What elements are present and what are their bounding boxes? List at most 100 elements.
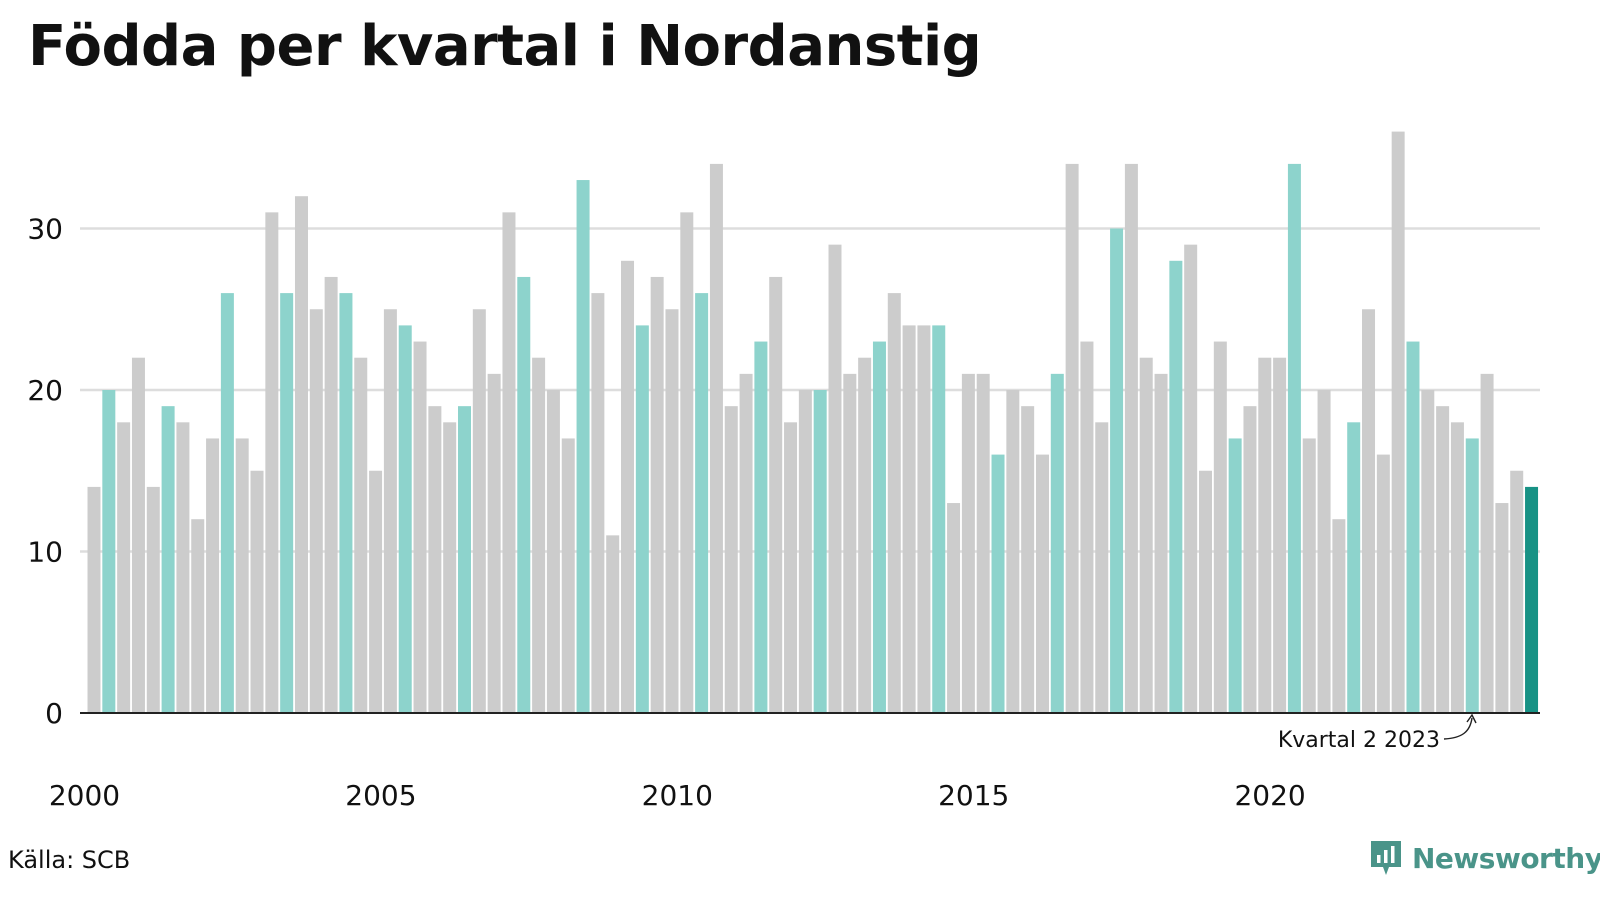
y-tick-label: 0 — [45, 697, 63, 730]
bar — [932, 325, 946, 713]
annotation: Kvartal 2 2023 — [1278, 713, 1477, 753]
bar — [1095, 422, 1109, 713]
bar — [1258, 357, 1272, 713]
bar — [1006, 390, 1020, 713]
bar — [191, 519, 205, 713]
bar — [872, 341, 886, 713]
bar — [961, 373, 975, 713]
bar — [517, 276, 531, 713]
bar — [739, 373, 753, 713]
bar — [324, 276, 338, 713]
bar — [1287, 163, 1301, 713]
bar — [235, 438, 249, 713]
bar — [947, 503, 961, 713]
bar — [1110, 228, 1124, 713]
bar — [472, 309, 486, 713]
bar — [1228, 438, 1242, 713]
bar — [532, 357, 546, 713]
bar — [250, 470, 264, 713]
axes: 0 10 20 30 2000 2005 2010 2015 2020 — [27, 213, 1540, 812]
bar — [1035, 454, 1049, 713]
bar — [428, 406, 442, 713]
bar — [1391, 131, 1405, 714]
bar — [1243, 406, 1257, 713]
bar — [1480, 373, 1494, 713]
bar — [398, 325, 412, 713]
bar — [591, 293, 605, 713]
x-tick-label: 2015 — [938, 779, 1009, 812]
bar — [813, 390, 827, 713]
chart-title: Födda per kvartal i Nordanstig — [28, 14, 982, 79]
bar — [1080, 341, 1094, 713]
bar — [665, 309, 679, 713]
bar — [724, 406, 738, 713]
bar — [828, 244, 842, 713]
bar — [354, 357, 368, 713]
bar — [1495, 503, 1509, 713]
bar — [1436, 406, 1450, 713]
bar — [1465, 438, 1479, 713]
bar — [280, 293, 294, 713]
brand-name: Newsworthy — [1412, 841, 1600, 875]
annotation-arrow — [1443, 717, 1473, 740]
bar — [902, 325, 916, 713]
bar — [161, 406, 175, 713]
brand-logo: Newsworthy — [1368, 838, 1600, 878]
bar — [502, 212, 516, 713]
bar — [117, 422, 131, 713]
bar — [206, 438, 220, 713]
x-tick-label: 2010 — [642, 779, 713, 812]
bar — [991, 454, 1005, 713]
bar — [1199, 470, 1212, 713]
bar — [1362, 309, 1376, 713]
bar — [131, 357, 145, 713]
bar — [1139, 357, 1153, 713]
y-tick-label: 30 — [27, 213, 63, 246]
bar — [1450, 422, 1464, 713]
bar — [1273, 357, 1287, 713]
bar — [1376, 454, 1390, 713]
bar — [176, 422, 190, 713]
bar — [754, 341, 768, 713]
bar — [1050, 373, 1064, 713]
bar — [1184, 244, 1198, 713]
bar — [887, 293, 901, 713]
bar — [709, 163, 723, 713]
bar — [413, 341, 427, 713]
x-tick-label: 2005 — [345, 779, 416, 812]
bar — [606, 535, 620, 713]
annotation-label: Kvartal 2 2023 — [1278, 728, 1440, 753]
bar — [265, 212, 279, 713]
bar — [769, 276, 783, 713]
bar — [1347, 422, 1361, 713]
newsworthy-logo-icon — [1371, 841, 1401, 875]
bar — [1065, 163, 1079, 713]
bar — [1525, 486, 1539, 713]
bar — [1021, 406, 1035, 713]
bar — [458, 406, 471, 713]
bar — [339, 293, 353, 713]
bar — [798, 390, 812, 713]
bars — [87, 131, 1539, 714]
bar — [784, 422, 798, 713]
bar — [1510, 470, 1524, 713]
bar — [487, 373, 501, 713]
bar — [843, 373, 857, 713]
x-tick-label: 2020 — [1234, 779, 1305, 812]
bar — [635, 325, 649, 713]
bar — [220, 293, 234, 713]
bar — [695, 293, 709, 713]
bar — [146, 486, 160, 713]
bar — [546, 390, 560, 713]
bar — [1213, 341, 1227, 713]
bar — [680, 212, 694, 713]
bar — [917, 325, 931, 713]
bar — [443, 422, 457, 713]
annotation-arrowhead — [1466, 713, 1477, 724]
x-tick-label: 2000 — [49, 779, 120, 812]
bar — [383, 309, 397, 713]
bar — [1169, 260, 1183, 713]
y-tick-label: 10 — [27, 536, 63, 569]
bar — [1124, 163, 1138, 713]
